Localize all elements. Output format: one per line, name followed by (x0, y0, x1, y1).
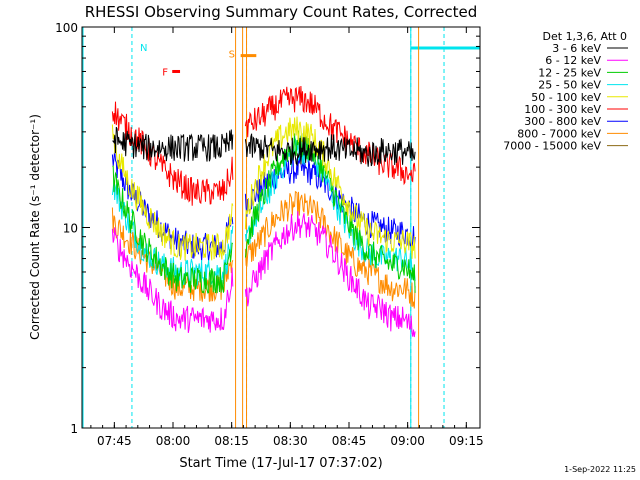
x-tick-label: 08:00 (156, 434, 191, 448)
x-tick-label: 09:15 (449, 434, 484, 448)
series-line-0 (112, 126, 234, 162)
series-line-7 (111, 207, 234, 302)
y-tick-label: 1 (70, 422, 78, 436)
night-label: N (140, 43, 147, 54)
legend-label: 7000 - 15000 keV (503, 140, 601, 153)
saa-flag-label: S (229, 50, 235, 61)
legend-title: Det 1,3,6, Att 0 (543, 30, 627, 43)
footer-date: 1-Sep-2022 11:25 (564, 465, 636, 474)
series-line-1 (111, 227, 234, 333)
x-tick-label: 08:15 (214, 434, 249, 448)
y-axis-label: Corrected Count Rate (s⁻¹ detector⁻¹) (28, 114, 42, 340)
legend-label: 800 - 7000 keV (517, 127, 601, 140)
legend-label: 300 - 800 keV (524, 115, 601, 128)
x-tick-label: 08:30 (273, 434, 308, 448)
series-line-4 (111, 124, 234, 261)
series-line-2 (244, 130, 416, 293)
y-tick-label: 10 (63, 222, 78, 236)
legend-label: 50 - 100 keV (531, 91, 601, 104)
series-line-0 (244, 133, 416, 167)
legend-label: 25 - 50 keV (538, 79, 601, 92)
plot-area: N F S 07:45 08:00 08:15 08:30 08:45 09:00 09:15 1 1… (55, 21, 484, 448)
flare-flag-label: F (162, 67, 168, 78)
series-line-1 (244, 211, 416, 338)
x-tick-label: 09:00 (390, 434, 425, 448)
y-tick-label: 100 (55, 21, 78, 35)
legend-label: 12 - 25 keV (538, 66, 601, 79)
x-tick-label: 08:45 (332, 434, 367, 448)
chart-title: RHESSI Observing Summary Count Rates, Co… (85, 3, 478, 21)
legend-label: 100 - 300 keV (524, 103, 601, 116)
x-tick-label: 07:45 (97, 434, 132, 448)
series-line-2 (112, 165, 233, 294)
series-line-3 (244, 138, 416, 282)
legend-label: 6 - 12 keV (545, 54, 601, 67)
series-line-4 (244, 116, 416, 259)
x-axis-label: Start Time (17-Jul-17 07:37:02) (179, 456, 382, 471)
legend-label: 3 - 6 keV (552, 42, 601, 55)
series-line-7 (244, 190, 416, 309)
plot-frame (81, 26, 481, 429)
